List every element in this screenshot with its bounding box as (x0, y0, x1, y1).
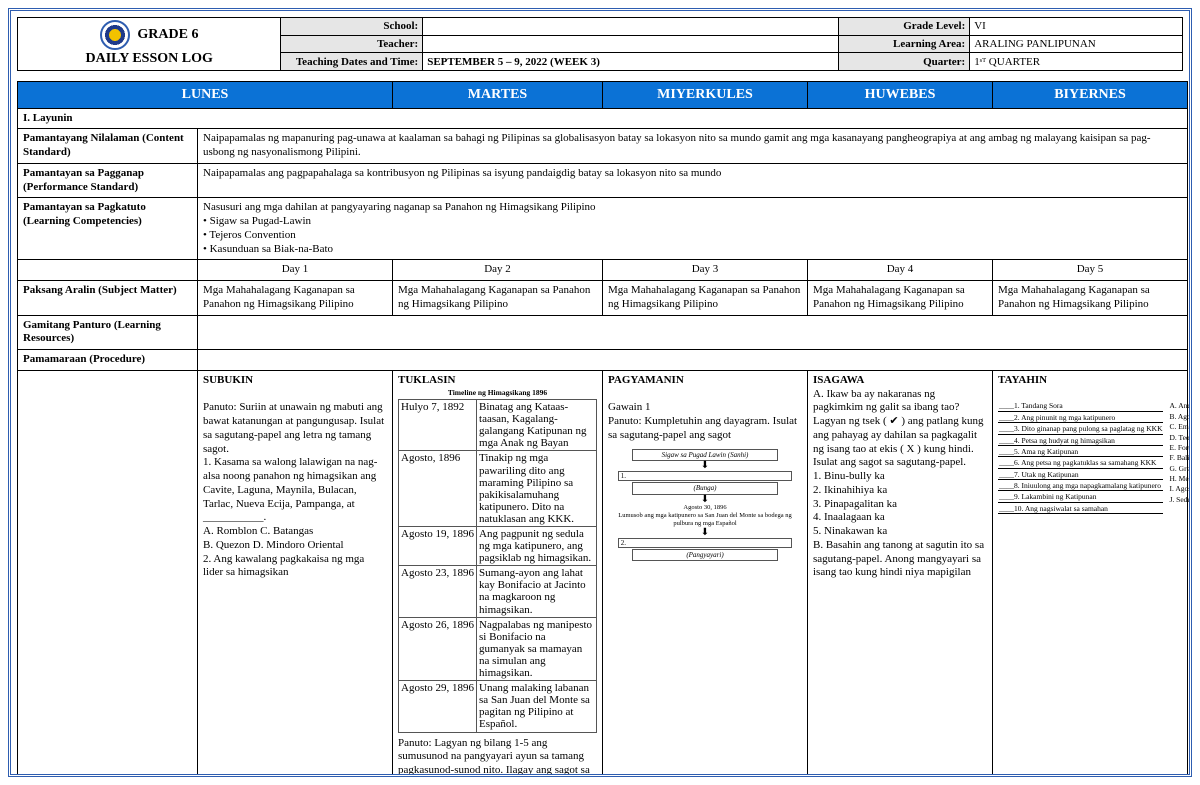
day-biyernes: BIYERNES (993, 82, 1188, 109)
sub-day3: Day 3 (603, 260, 808, 281)
teacher-value (423, 35, 838, 53)
procedure-blank (198, 350, 1188, 371)
arrow-down-icon: ⬇ (608, 496, 802, 504)
flow-slot-2: 2. (618, 538, 793, 548)
flow-caption: Agosto 30, 1896 Lumusob ang mga katipune… (608, 504, 802, 528)
procedure-label: Pamamaraan (Procedure) (18, 350, 198, 371)
procedure-day4: ISAGAWA A. Ikaw ba ay nakaranas ng pagki… (808, 370, 993, 777)
d3-flowchart: Sigaw sa Pugad Lawin (Sanhi) ⬇ 1. (Bunga… (608, 449, 802, 562)
area-label: Learning Area: (838, 35, 970, 53)
d4-heading: ISAGAWA (813, 374, 987, 388)
subject-d5: Mga Mahahalagang Kaganapan sa Panahon ng… (993, 281, 1188, 316)
resources-value (198, 315, 1188, 350)
competencies-text: Nasusuri ang mga dahilan at pangyayaring… (198, 198, 1188, 260)
quarter-label: Quarter: (838, 53, 970, 71)
content-standard-text: Naipapamalas ng mapanuring pag-unawa at … (198, 129, 1188, 164)
header-table: GRADE 6 DAILY ESSON LOG School: Grade Le… (17, 17, 1183, 71)
sub-day2: Day 2 (393, 260, 603, 281)
arrow-down-icon: ⬇ (608, 462, 802, 470)
procedure-day2: TUKLASIN Timeline ng Himagsikang 1896 Hu… (393, 370, 603, 777)
subject-d2: Mga Mahahalagang Kaganapan sa Panahon ng… (393, 281, 603, 316)
teacher-label: Teacher: (281, 35, 423, 53)
school-value (423, 18, 838, 36)
dates-value: SEPTEMBER 5 – 9, 2022 (WEEK 3) (423, 53, 838, 71)
subject-d1: Mga Mahahalagang Kaganapan sa Panahon ng… (198, 281, 393, 316)
competencies-label: Pamantayan sa Pagkatuto (Learning Compet… (18, 198, 198, 260)
page-frame: GRADE 6 DAILY ESSON LOG School: Grade Le… (8, 8, 1192, 777)
sub-day5: Day 5 (993, 260, 1188, 281)
lesson-log-table: LUNES MARTES MIYERKULES HUWEBES BIYERNES… (17, 81, 1188, 777)
grade-label: Grade Level: (838, 18, 970, 36)
d2-timeline-table: Hulyo 7, 1892Binatag ang Kataas-taasan, … (398, 399, 597, 732)
title-line2: DAILY ESSON LOG (86, 51, 213, 66)
school-label: School: (281, 18, 423, 36)
performance-standard-text: Naipapamalas ang pagpapahalaga sa kontri… (198, 163, 1188, 198)
flow-slot-1: 1. (618, 471, 793, 481)
d5-column-right: A. Andres BonifacioB. Agosto 23, 1896C. … (1169, 401, 1192, 515)
area-value: ARALING PANLIPUNAN (970, 35, 1183, 53)
content-standard-label: Pamantayang Nilalaman (Content Standard) (18, 129, 198, 164)
procedure-day3: PAGYAMANIN Gawain 1 Panuto: Kumpletuhin … (603, 370, 808, 777)
day-martes: MARTES (393, 82, 603, 109)
dates-label: Teaching Dates and Time: (281, 53, 423, 71)
day-huwebes: HUWEBES (808, 82, 993, 109)
d2-timeline-title: Timeline ng Himagsikang 1896 (398, 388, 597, 397)
resources-label: Gamitang Panturo (Learning Resources) (18, 315, 198, 350)
subject-matter-label: Paksang Aralin (Subject Matter) (18, 281, 198, 316)
deped-logo (100, 20, 130, 50)
grade-value: VI (970, 18, 1183, 36)
sub-day4: Day 4 (808, 260, 993, 281)
d3-body: Gawain 1 Panuto: Kumpletuhin ang dayagra… (608, 401, 802, 442)
subject-d4: Mga Mahahalagang Kaganapan sa Panahon ng… (808, 281, 993, 316)
procedure-day1: SUBUKIN Panuto: Suriin at unawain ng mab… (198, 370, 393, 777)
d3-heading: PAGYAMANIN (608, 374, 802, 388)
d1-body: Panuto: Suriin at unawain ng mabuti ang … (203, 401, 387, 580)
d2-heading: TUKLASIN (398, 374, 597, 388)
subject-d3: Mga Mahahalagang Kaganapan sa Panahon ng… (603, 281, 808, 316)
sub-day1: Day 1 (198, 260, 393, 281)
procedure-row-label (18, 370, 198, 777)
arrow-down-icon: ⬇ (608, 529, 802, 537)
d5-column-left: ____1. Tandang Sora____2. Ang pinunit ng… (998, 401, 1163, 515)
d1-heading: SUBUKIN (203, 374, 387, 388)
d5-heading: TAYAHIN (998, 374, 1182, 388)
flow-bottom: (Pangyayari) (632, 549, 778, 562)
day-miyerkules: MIYERKULES (603, 82, 808, 109)
d4-body: A. Ikaw ba ay nakaranas ng pagkimkim ng … (813, 388, 987, 581)
performance-standard-label: Pamantayan sa Pagganap (Performance Stan… (18, 163, 198, 198)
title-line1: GRADE 6 (137, 27, 198, 42)
section-layunin: I. Layunin (18, 108, 1188, 129)
procedure-day5: TAYAHIN ____1. Tandang Sora____2. Ang pi… (993, 370, 1188, 777)
d5-matching: ____1. Tandang Sora____2. Ang pinunit ng… (998, 401, 1182, 515)
day-lunes: LUNES (18, 82, 393, 109)
d2-body: Panuto: Lagyan ng bilang 1-5 ang sumusun… (398, 737, 597, 778)
quarter-value: 1ˢᵀ QUARTER (970, 53, 1183, 71)
